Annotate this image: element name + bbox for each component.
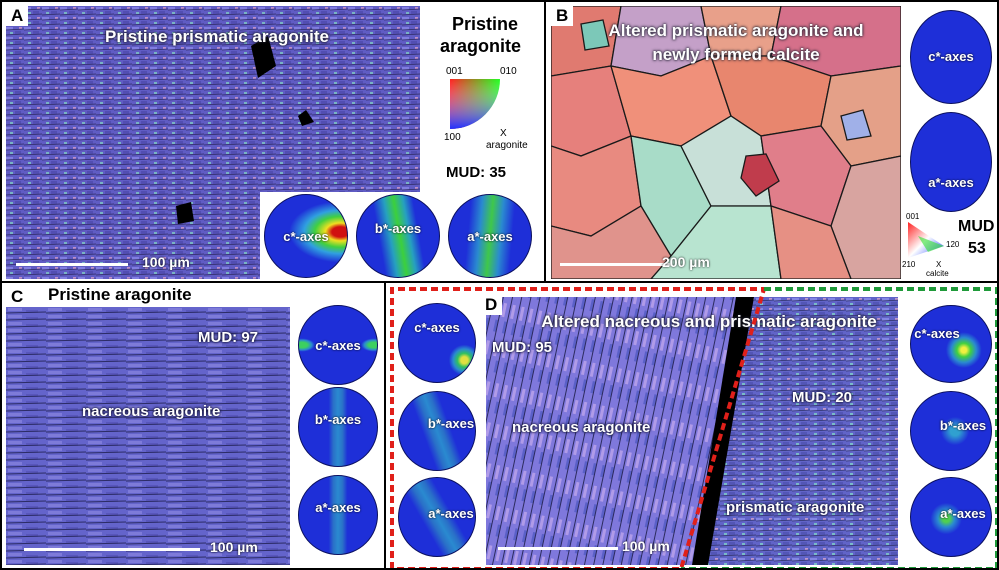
panel-a-mud: MUD: 35 (446, 164, 507, 181)
panel-a-pf-b-axes: b*-axes (356, 194, 440, 278)
panel-c-letter: C (6, 287, 29, 307)
panel-d-region-right: prismatic aragonite (726, 499, 865, 516)
calcite-key-triangle (908, 222, 944, 258)
panel-d-scalebar (498, 547, 618, 550)
panel-a-legend-title-2: aragonite (440, 36, 522, 56)
panel-a-legend-title-1: Pristine (452, 14, 519, 34)
panel-a-map-title: Pristine prismatic aragonite (105, 27, 329, 46)
panel-a-letter: A (6, 6, 29, 26)
panel-b-pf-c-axes: c*-axes (910, 10, 992, 104)
calcite-color-key: 001 120 210 X calcite (902, 212, 960, 278)
panel-c-scale-label: 100 µm (210, 539, 258, 555)
panel-a-pf-c-axes: c*-axes (264, 194, 348, 278)
panel-b-mud-value: 53 (968, 240, 986, 257)
panel-b-letter: B (551, 6, 574, 26)
panel-d-mud-left: MUD: 95 (492, 339, 553, 356)
panel-c-pf-c-axes: c*-axes (298, 305, 378, 385)
panel-c-ebsd-map (6, 307, 290, 565)
panel-d-pf-left-c-axes: c*-axes (398, 303, 476, 383)
panel-d-letter: D (480, 295, 503, 315)
panel-c-scalebar (24, 548, 200, 551)
panel-d-map-title: Altered nacreous and prismatic aragonite (541, 312, 877, 331)
panel-d-region-left: nacreous aragonite (512, 419, 651, 436)
panel-c-pf-a-axes: a*-axes (298, 475, 378, 555)
panel-d-pf-right-c-axes: c*-axes (910, 305, 992, 383)
panel-a: A Pristine prismatic aragonite Pristine … (0, 0, 546, 283)
panel-d-ebsd-map (486, 297, 898, 565)
panel-d-pf-left-a-axes: a*-axes (398, 477, 476, 557)
panel-c-mud: MUD: 97 (198, 329, 259, 346)
nacreous-region-highlight-frame (390, 287, 997, 568)
panel-c-title: Pristine aragonite (48, 285, 192, 304)
panel-b-scale-label: 200 µm (662, 254, 710, 270)
panel-d-mud-right: MUD: 20 (792, 389, 853, 406)
aragonite-color-key: 001 010 100 X aragonite (444, 66, 528, 151)
panel-b: B Altered prismatic aragonite and newly … (544, 0, 999, 283)
panel-a-scalebar (16, 263, 128, 266)
panel-b-map-title-2: newly formed calcite (652, 45, 820, 64)
panel-b-ebsd-map (551, 6, 901, 279)
panel-c: C Pristine aragonite MUD: 97 nacreous ar… (0, 281, 386, 570)
panel-d-pf-right-a-axes: a*-axes (910, 477, 992, 557)
panel-d-scale-label: 100 µm (622, 538, 670, 554)
panel-b-map-title-1: Altered prismatic aragonite and (608, 21, 864, 40)
panel-b-scalebar (560, 263, 672, 266)
panel-d-pf-left-b-axes: b*-axes (398, 391, 476, 471)
panel-d-pf-right-b-axes: b*-axes (910, 391, 992, 471)
panel-a-scale-label: 100 µm (142, 254, 190, 270)
panel-a-pf-a-axes: a*-axes (448, 194, 532, 278)
panel-b-mud-label: MUD (958, 218, 995, 235)
panel-a-ebsd-map (6, 6, 420, 279)
panel-c-pf-b-axes: b*-axes (298, 387, 378, 467)
panel-d: D Altered nacreous and prismatic aragoni… (384, 281, 999, 570)
panel-b-pf-a-axes: a*-axes (910, 112, 992, 212)
panel-c-region-label: nacreous aragonite (82, 403, 221, 420)
ipf-key-triangle (450, 79, 500, 129)
